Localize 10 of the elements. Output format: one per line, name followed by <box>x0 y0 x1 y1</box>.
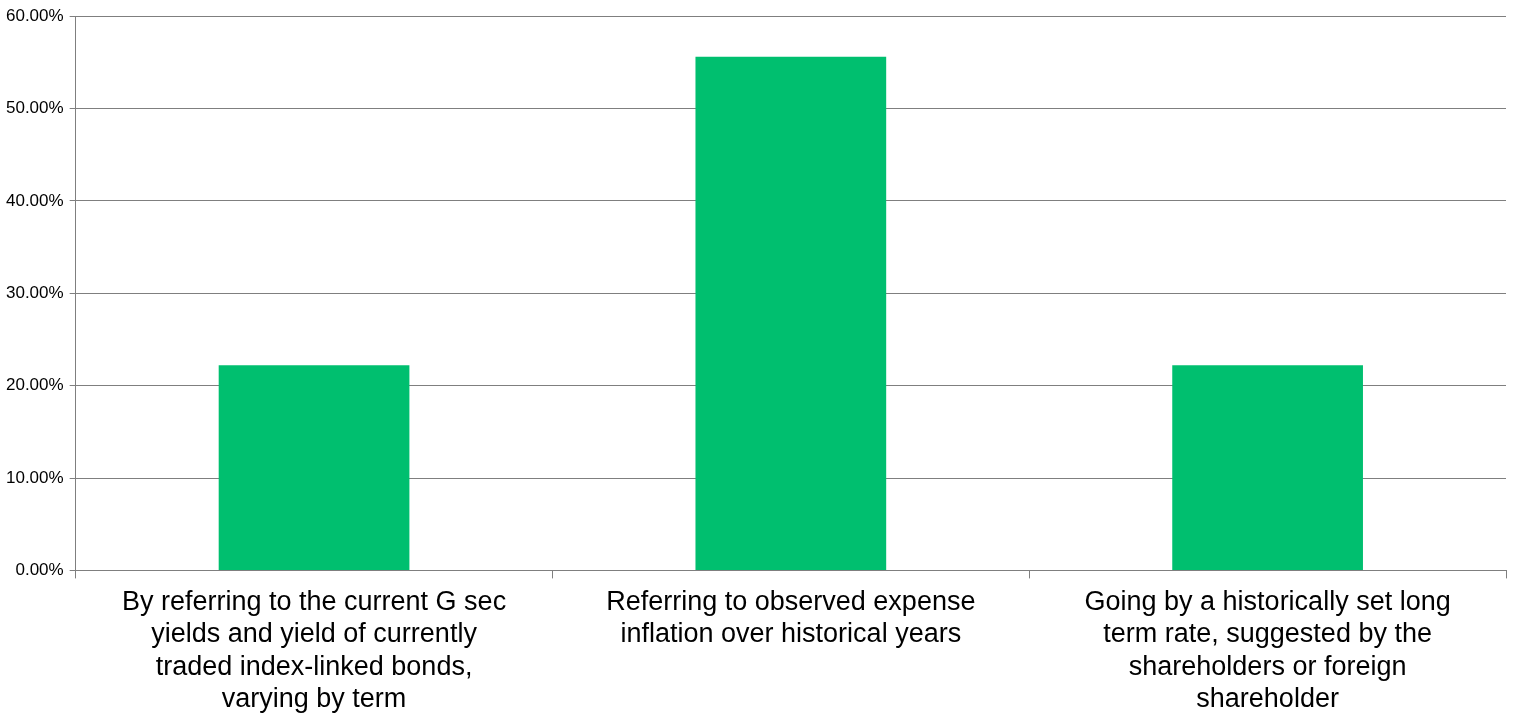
y-tick-label: 50.00% <box>5 98 64 118</box>
y-tick-label: 0.00% <box>15 560 64 580</box>
x-tick-label: Referring to observed expense inflation over historical years <box>606 586 976 649</box>
x-tick-label: Going by a historically set long term rate, suggested by the shareholders or foreign shareholder <box>1084 586 1451 714</box>
x-tick-label: By referring to the current G sec yields and yield of currently traded index-linked bonds, varying by term <box>121 586 507 714</box>
y-tick-label: 10.00% <box>5 467 64 487</box>
y-tick-label: 30.00% <box>5 282 64 302</box>
y-tick-label: 40.00% <box>5 190 64 210</box>
y-tick-label: 20.00% <box>5 375 64 395</box>
y-tick-label: 60.00% <box>5 5 64 25</box>
